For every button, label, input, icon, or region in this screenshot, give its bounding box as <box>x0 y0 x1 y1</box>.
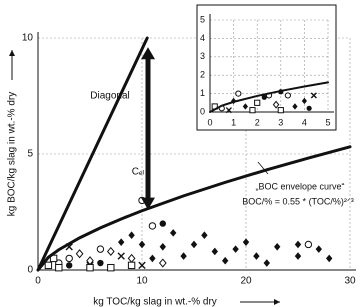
point <box>304 240 313 249</box>
curve <box>36 145 352 272</box>
point <box>138 261 146 270</box>
curve <box>36 36 149 272</box>
point <box>118 238 125 246</box>
point <box>294 240 302 249</box>
point <box>55 263 63 272</box>
annotation: „BOC envelope curve“ <box>255 181 344 191</box>
y-tick-label: 5 <box>200 14 205 24</box>
point <box>149 254 156 263</box>
x-tick-label: 1 <box>231 117 236 127</box>
annotation: Diagonal <box>90 91 129 102</box>
axis-arrow <box>9 50 15 56</box>
point <box>261 94 267 100</box>
x-tick-label: 3 <box>278 117 283 127</box>
inset-frame <box>196 4 337 131</box>
y-tick-label: 10 <box>22 33 34 44</box>
y-tick-label: 4 <box>200 33 205 43</box>
x-tick-label: 0 <box>35 276 41 287</box>
inset: 0 1 2 3 4 5 0 1 2 3 4 5 <box>196 4 337 131</box>
point <box>254 99 261 106</box>
point <box>158 258 167 268</box>
y-axis-label: kg BOC/kg slag in wt.-% dry <box>7 92 18 216</box>
point <box>249 107 256 114</box>
point <box>292 103 298 110</box>
point <box>263 259 270 267</box>
x-axis-label: kg TOC/kg slag in wt.-% dry <box>93 297 217 307</box>
point <box>180 252 187 260</box>
x-tick-label: 30 <box>344 276 356 287</box>
axis-arrow <box>274 299 280 305</box>
point <box>107 263 115 272</box>
point <box>190 240 198 249</box>
point <box>96 245 105 253</box>
point <box>86 263 94 272</box>
point <box>97 259 104 267</box>
y-tick-label: 3 <box>200 51 205 61</box>
point <box>253 252 260 260</box>
point <box>117 252 125 260</box>
annotation: BOC/% = 0.55 * (TOC/%)²ᐟ³ <box>242 196 353 206</box>
point <box>75 249 84 259</box>
point <box>235 90 242 97</box>
point <box>128 231 135 239</box>
annotation: Cₑₗ <box>132 167 145 178</box>
point <box>159 243 166 251</box>
point <box>148 222 157 230</box>
y-tick-label: 5 <box>27 149 33 160</box>
point <box>65 254 73 263</box>
x-tick-label: 20 <box>240 276 252 287</box>
point <box>159 220 166 227</box>
x-tick-label: 5 <box>325 117 330 127</box>
point <box>315 245 322 253</box>
leader-line <box>257 161 269 175</box>
y-tick-label: 0 <box>200 106 205 116</box>
point <box>127 253 136 263</box>
point <box>138 240 146 249</box>
point <box>301 97 307 105</box>
y-tick-label: 0 <box>27 265 33 276</box>
point <box>106 246 115 257</box>
point <box>306 105 312 111</box>
point <box>294 252 302 260</box>
point <box>242 103 248 110</box>
y-tick-label: 2 <box>200 70 205 80</box>
x-tick-label: 4 <box>302 117 307 127</box>
point <box>272 100 280 109</box>
point <box>170 229 177 237</box>
point <box>310 92 317 99</box>
point <box>274 243 281 251</box>
point <box>232 245 239 253</box>
point <box>127 261 136 270</box>
point <box>242 238 250 246</box>
point <box>201 231 208 239</box>
point <box>211 247 218 256</box>
point <box>222 256 229 265</box>
x-tick-label: 0 <box>207 117 212 127</box>
curve <box>209 81 329 113</box>
point <box>326 254 333 263</box>
x-tick-label: 2 <box>255 117 260 127</box>
point <box>277 107 284 114</box>
y-tick-label: 1 <box>200 88 205 98</box>
point <box>44 261 53 270</box>
point <box>225 107 232 114</box>
point <box>66 262 73 269</box>
point <box>284 92 291 99</box>
x-tick-label: 10 <box>136 276 148 287</box>
